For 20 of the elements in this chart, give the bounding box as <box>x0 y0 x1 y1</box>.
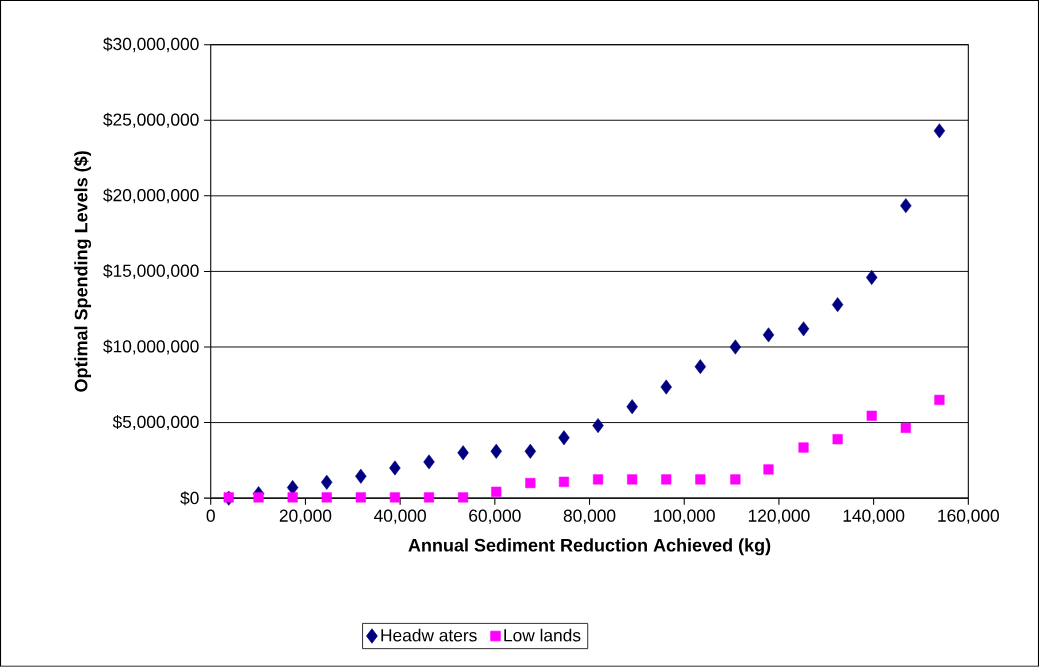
legend-label: Headw aters <box>381 628 477 642</box>
x-tick-label: 40,000 <box>374 509 426 524</box>
x-tick-label: 160,000 <box>938 509 999 524</box>
y-tick-label: $15,000,000 <box>103 263 199 279</box>
x-tick-label: 20,000 <box>279 509 332 524</box>
x-tick-label: 140,000 <box>843 509 905 524</box>
x-tick-label: 120,000 <box>748 509 810 524</box>
x-tick-label: 60,000 <box>469 509 521 524</box>
x-tick-label: 100,000 <box>654 509 715 524</box>
x-tick-label: 0 <box>206 509 215 522</box>
y-axis-title: Optimal Spending Levels ($) <box>73 151 92 392</box>
y-tick-label: $20,000,000 <box>103 188 199 204</box>
y-tick-label: $0 <box>180 491 199 506</box>
y-tick-label: $30,000,000 <box>103 37 199 53</box>
y-tick-label: $5,000,000 <box>112 415 199 431</box>
legend-label: Low lands <box>504 628 581 642</box>
y-tick-label: $25,000,000 <box>103 112 199 128</box>
x-tick-label: 80,000 <box>563 509 616 524</box>
y-tick-label: $10,000,000 <box>103 339 199 355</box>
x-axis-title: Annual Sediment Reduction Achieved (kg) <box>408 538 771 556</box>
